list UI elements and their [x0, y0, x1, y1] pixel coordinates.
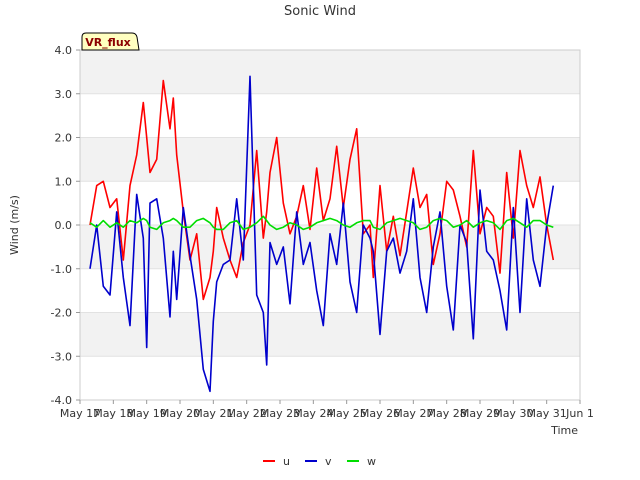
- y-axis-ticks: -4.0 -3.0 -2.0 -1.0 0.0 1.0 2.0 3.0 4.0: [51, 44, 80, 407]
- x-tick-label: May 22: [227, 407, 267, 420]
- x-tick-label: May 25: [327, 407, 367, 420]
- y-tick-label: 4.0: [55, 44, 73, 57]
- series-lines: [89, 75, 555, 393]
- series-line-u: [89, 79, 555, 301]
- badge-label: VR_flux: [85, 36, 131, 49]
- y-tick-label: 0.0: [55, 219, 73, 232]
- x-tick-label: May 21: [193, 407, 233, 420]
- x-tick-label: May 20: [160, 407, 200, 420]
- grid-band: [80, 137, 580, 182]
- x-tick-label: May 26: [360, 407, 400, 420]
- grid-band: [80, 93, 580, 138]
- x-tick-label: May 30: [493, 407, 533, 420]
- x-tick-label: May 29: [460, 407, 500, 420]
- y-tick-label: 2.0: [55, 132, 73, 145]
- y-tick-label: 1.0: [55, 175, 73, 188]
- grid-band: [80, 312, 580, 357]
- x-axis-label: Time: [550, 424, 578, 437]
- y-axis-label: Wind (m/s): [8, 195, 21, 255]
- series-line-w: [89, 215, 554, 231]
- y-tick-label: -2.0: [51, 307, 72, 320]
- x-tick-label: May 23: [260, 407, 300, 420]
- y-tick-label: -3.0: [51, 350, 72, 363]
- legend-label-w: w: [367, 455, 376, 468]
- legend: u v w: [263, 455, 376, 468]
- legend-label-v: v: [325, 455, 332, 468]
- grid-band: [80, 50, 580, 94]
- vr-flux-badge: VR_flux: [81, 32, 140, 51]
- grid-band: [80, 268, 580, 313]
- x-tick-label: May 24: [293, 407, 333, 420]
- series-line-v: [89, 75, 555, 393]
- y-tick-label: 3.0: [55, 88, 73, 101]
- y-tick-label: -1.0: [51, 263, 72, 276]
- x-tick-label: May 31: [527, 407, 567, 420]
- x-tick-label: May 19: [127, 407, 167, 420]
- chart-title: Sonic Wind: [284, 4, 356, 19]
- y-tick-label: -4.0: [51, 394, 72, 407]
- legend-label-u: u: [283, 455, 290, 468]
- x-tick-label: May 28: [427, 407, 467, 420]
- x-tick-label: Jun 1: [565, 407, 594, 420]
- x-tick-label: May 17: [60, 407, 100, 420]
- x-tick-label: May 18: [93, 407, 133, 420]
- grid-band: [80, 225, 580, 269]
- x-tick-label: May 27: [393, 407, 433, 420]
- grid-band: [80, 356, 580, 400]
- badge-box: [81, 32, 140, 51]
- plot-background: [80, 49, 580, 401]
